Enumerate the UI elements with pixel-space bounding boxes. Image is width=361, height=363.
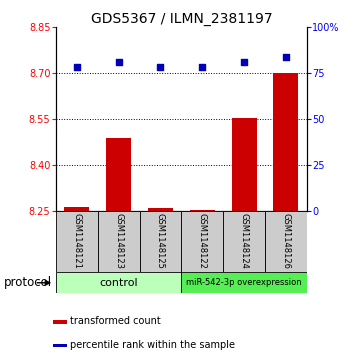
Title: GDS5367 / ILMN_2381197: GDS5367 / ILMN_2381197 bbox=[91, 12, 272, 26]
Bar bbox=[98, 211, 140, 272]
Bar bbox=[53, 321, 66, 324]
Bar bbox=[232, 118, 257, 211]
Bar bbox=[181, 211, 223, 272]
Bar bbox=[140, 211, 181, 272]
Text: percentile rank within the sample: percentile rank within the sample bbox=[70, 340, 235, 350]
Bar bbox=[181, 272, 307, 293]
Bar bbox=[53, 344, 66, 347]
Text: GSM1148121: GSM1148121 bbox=[72, 213, 81, 269]
Text: GSM1148126: GSM1148126 bbox=[282, 213, 291, 269]
Bar bbox=[64, 207, 90, 211]
Point bbox=[158, 64, 164, 70]
Text: protocol: protocol bbox=[4, 276, 52, 289]
Bar bbox=[148, 208, 173, 211]
Bar bbox=[56, 211, 98, 272]
Text: GSM1148123: GSM1148123 bbox=[114, 213, 123, 269]
Text: miR-542-3p overexpression: miR-542-3p overexpression bbox=[186, 278, 302, 287]
Bar bbox=[190, 209, 215, 211]
Point bbox=[74, 64, 80, 70]
Bar bbox=[265, 211, 307, 272]
Text: GSM1148122: GSM1148122 bbox=[198, 213, 207, 269]
Bar bbox=[56, 272, 181, 293]
Text: GSM1148124: GSM1148124 bbox=[240, 213, 249, 269]
Bar bbox=[106, 138, 131, 211]
Text: transformed count: transformed count bbox=[70, 317, 161, 326]
Point bbox=[283, 54, 289, 60]
Bar bbox=[273, 73, 299, 211]
Point bbox=[199, 64, 205, 70]
Point bbox=[241, 59, 247, 65]
Text: control: control bbox=[99, 278, 138, 288]
Bar bbox=[223, 211, 265, 272]
Point bbox=[116, 59, 122, 65]
Text: GSM1148125: GSM1148125 bbox=[156, 213, 165, 269]
